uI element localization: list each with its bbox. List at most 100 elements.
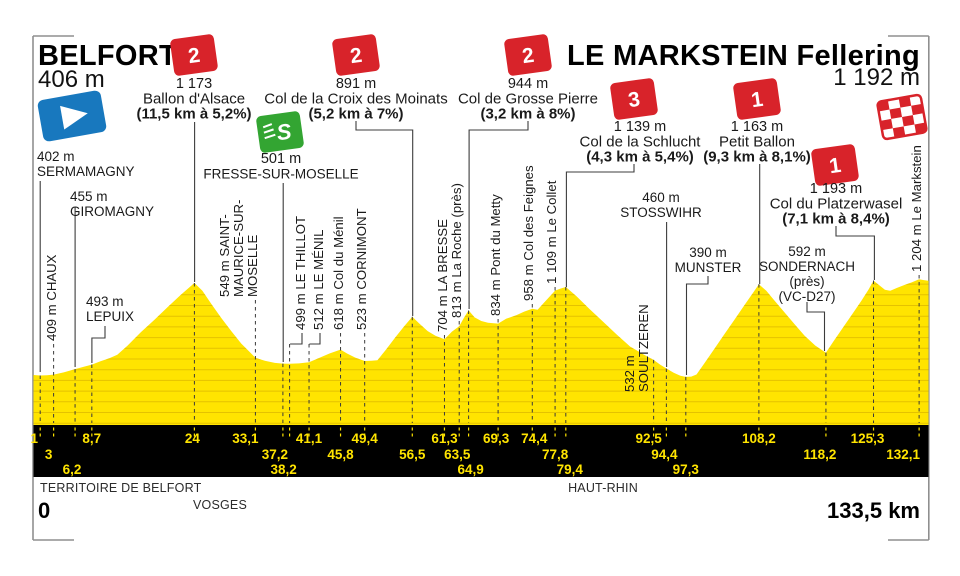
waypoint-label: 813 m La Roche (près) xyxy=(449,183,464,318)
waypoint-label: 958 m Col des Feignes xyxy=(521,165,536,301)
svg-text:FRESSE-SUR-MOSELLE: FRESSE-SUR-MOSELLE xyxy=(203,167,358,182)
total-distance-label: 133,5 km xyxy=(827,498,920,523)
svg-text:532 m: 532 m xyxy=(622,355,637,392)
svg-text:1 139 m: 1 139 m xyxy=(614,119,666,135)
svg-text:SERMAMAGNY: SERMAMAGNY xyxy=(37,164,135,179)
waypoint-dashes xyxy=(39,275,920,423)
start-flag-icon xyxy=(37,90,107,142)
svg-text:460 m: 460 m xyxy=(642,190,680,205)
svg-text:499 m LE THILLOT: 499 m LE THILLOT xyxy=(293,216,308,330)
svg-text:Col de la Schlucht: Col de la Schlucht xyxy=(580,134,702,151)
waypoint-label: 549 m SAINT- MAURICE-SUR- MOSELLE xyxy=(217,200,260,297)
finish-town-title: LE MARKSTEIN Fellering xyxy=(566,40,920,72)
km-mark: 74,4 xyxy=(521,431,548,446)
svg-text:S: S xyxy=(275,118,293,145)
svg-text:813 m La Roche (près): 813 m La Roche (près) xyxy=(449,183,464,318)
km-mark: 37,2 xyxy=(262,447,288,462)
svg-text:704 m LA BRESSE: 704 m LA BRESSE xyxy=(435,219,450,332)
waypoint-label: 1 109 m Le Collet xyxy=(544,180,559,284)
svg-text:(9,3 km à 8,1%): (9,3 km à 8,1%) xyxy=(703,149,811,166)
svg-text:944 m: 944 m xyxy=(508,76,548,92)
category-badge: 2 xyxy=(332,34,380,76)
region-haut-rhin: HAUT-RHIN xyxy=(568,481,638,495)
svg-text:891 m: 891 m xyxy=(336,76,376,92)
svg-text:409 m CHAUX: 409 m CHAUX xyxy=(44,254,59,341)
km-mark: 64,9 xyxy=(457,462,483,477)
category-badge: 1 xyxy=(811,144,859,186)
km-mark: 125,3 xyxy=(851,431,885,446)
svg-text:(3,2 km à 8%): (3,2 km à 8%) xyxy=(480,106,575,123)
km-mark: 56,5 xyxy=(399,447,426,462)
svg-text:3: 3 xyxy=(627,88,642,112)
km-mark: 38,2 xyxy=(270,462,296,477)
svg-text:(11,5 km à 5,2%): (11,5 km à 5,2%) xyxy=(136,106,251,123)
svg-text:MOSELLE: MOSELLE xyxy=(245,234,260,297)
km-mark: 79,4 xyxy=(557,462,584,477)
svg-text:SOULTZEREN: SOULTZEREN xyxy=(636,304,651,392)
waypoint-label: 512 m LE MÉNIL xyxy=(311,230,326,330)
svg-text:SONDERNACH: SONDERNACH xyxy=(759,259,855,274)
finish-altitude: 1 192 m xyxy=(833,64,920,91)
finish-flag-icon xyxy=(876,93,928,141)
svg-text:501 m: 501 m xyxy=(261,151,301,167)
svg-text:1 173: 1 173 xyxy=(176,76,212,92)
waypoint-label: 532 m SOULTZEREN xyxy=(622,304,651,392)
waypoint-label: 618 m Col du Ménil xyxy=(331,216,346,330)
km-mark: 24 xyxy=(185,431,201,446)
km-mark: 8,7 xyxy=(82,431,101,446)
waypoint-label: 704 m LA BRESSE xyxy=(435,219,450,332)
km-mark: 108,2 xyxy=(742,431,776,446)
category-badge: 1 xyxy=(733,78,781,120)
km-mark: 1 xyxy=(30,431,38,446)
svg-text:549 m SAINT-: 549 m SAINT- xyxy=(217,214,232,297)
svg-text:2: 2 xyxy=(349,44,364,68)
km-mark: 94,4 xyxy=(651,447,678,462)
category-badge: 2 xyxy=(170,34,218,76)
category-badge: 2 xyxy=(504,34,552,76)
svg-text:1: 1 xyxy=(750,88,765,112)
km-mark: 33,1 xyxy=(232,431,259,446)
svg-text:(4,3 km à 5,4%): (4,3 km à 5,4%) xyxy=(586,149,694,166)
svg-text:1: 1 xyxy=(828,154,843,178)
svg-text:2: 2 xyxy=(187,44,202,68)
waypoint-label: 409 m CHAUX xyxy=(44,254,59,341)
svg-text:1 204 m Le Markstein: 1 204 m Le Markstein xyxy=(909,145,924,272)
km-mark: 92,5 xyxy=(635,431,662,446)
svg-text:390 m: 390 m xyxy=(689,245,727,260)
km-mark: 132,1 xyxy=(886,447,920,462)
svg-text:618 m Col du Ménil: 618 m Col du Ménil xyxy=(331,216,346,330)
distance-bar xyxy=(33,425,929,477)
km-zero-label: 0 xyxy=(38,498,51,523)
waypoint-label: 834 m Pont du Metty xyxy=(488,194,503,316)
start-town-title: BELFORT xyxy=(38,40,178,72)
leader-lines xyxy=(39,121,875,375)
km-mark: 6,2 xyxy=(63,462,82,477)
km-marks: 1 8,7 24 33,1 41,1 49,4 61,3 69,3 74,4 92,5 108,2 1… xyxy=(30,431,920,477)
km-mark: 97,3 xyxy=(673,462,700,477)
svg-text:Col de Grosse Pierre: Col de Grosse Pierre xyxy=(458,91,598,108)
svg-text:523 m CORNIMONT: 523 m CORNIMONT xyxy=(354,208,369,330)
svg-text:1 163 m: 1 163 m xyxy=(731,119,783,135)
region-vosges: VOSGES xyxy=(193,498,247,512)
svg-text:2: 2 xyxy=(521,44,536,68)
km-mark: 69,3 xyxy=(483,431,510,446)
km-mark: 49,4 xyxy=(352,431,379,446)
region-territoire-de-belfort: TERRITOIRE DE BELFORT xyxy=(40,481,202,495)
waypoint-label: 1 204 m Le Markstein xyxy=(909,145,924,272)
svg-text:834 m Pont du Metty: 834 m Pont du Metty xyxy=(488,194,503,316)
waypoint-label: 499 m LE THILLOT xyxy=(293,216,308,330)
svg-text:Col du Platzerwasel: Col du Platzerwasel xyxy=(770,196,903,213)
